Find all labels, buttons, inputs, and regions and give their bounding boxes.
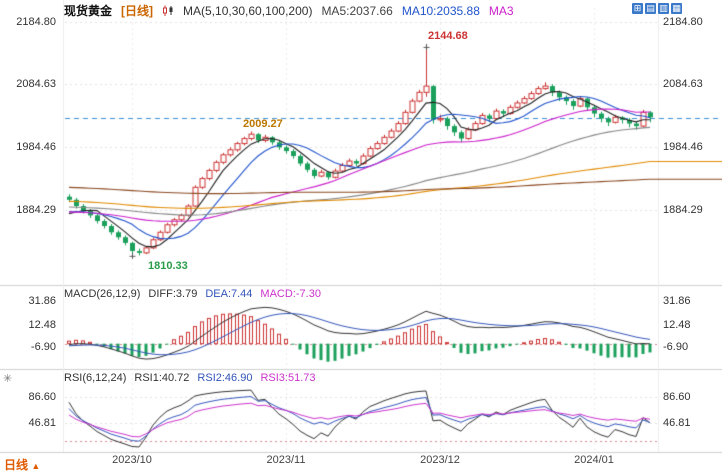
ma5-value: MA5:2037.66 [321, 3, 393, 18]
price-axis-label: 2184.80 [16, 16, 56, 28]
macd-header: MACD(26,12,9) DIFF:3.79 DEA:7.44 MACD:-7… [64, 288, 321, 300]
macd-value: MACD:-7.30 [260, 288, 321, 300]
macd-axis-label: 31.86 [28, 295, 56, 307]
layout-grid-icon[interactable]: ⊞ [632, 3, 643, 14]
period-tab[interactable]: 日线 ▲ [4, 456, 40, 473]
rsi-axis-label: 46.81 [663, 417, 691, 429]
layout-columns-icon[interactable]: ▥ [658, 3, 669, 14]
rsi-params-label: RSI(6,12,24) [64, 372, 127, 384]
rsi3-value: RSI3:51.73 [260, 372, 316, 384]
price-axis-label: 1984.46 [16, 141, 56, 153]
rsi-axis-label: 86.60 [28, 391, 56, 403]
price-axis-label: 2084.63 [16, 78, 56, 90]
main-chart-header: 现货黄金 [日线] MA(5,10,30,60,100,200) MA5:203… [64, 2, 514, 19]
price-axis-label: 1884.29 [663, 204, 703, 216]
layout-panes-icon[interactable]: ▦ [671, 3, 682, 14]
symbol-title: 现货黄金 [64, 4, 113, 18]
chevron-up-icon: ▲ [31, 461, 41, 471]
rsi-header: RSI(6,12,24) RSI1:40.72 RSI2:46.90 RSI3:… [64, 372, 316, 384]
macd-axis-label: -6.90 [663, 341, 689, 353]
x-axis-label: 2023/12 [420, 454, 460, 466]
ma30-value-truncated: MA3 [488, 3, 514, 18]
macd-axis-label: 12.48 [663, 319, 691, 331]
macd-axis-label: 31.86 [663, 295, 691, 307]
rsi2-value: RSI2:46.90 [197, 372, 253, 384]
period-tab-label: 日线 [4, 458, 29, 472]
rsi-axis-label: 46.81 [28, 417, 56, 429]
ma-settings-label: MA(5,10,30,60,100,200) [183, 3, 313, 18]
price-axis-label: 1884.29 [16, 204, 56, 216]
price-axis-label: 1984.46 [663, 141, 703, 153]
price-axis-label: 2084.63 [663, 78, 703, 90]
macd-axis-label: -6.90 [30, 341, 56, 353]
x-axis-label: 2024/01 [574, 454, 614, 466]
diff-value: DIFF:3.79 [148, 288, 198, 300]
annotation-peak-price: 2144.68 [428, 29, 468, 42]
annotation-trough-price: 1810.33 [148, 259, 188, 272]
chart-layout-toolbar: ⊞ ▤ ▥ ▦ [632, 3, 682, 14]
settings-icon[interactable]: ✳ [3, 373, 13, 385]
dea-value: DEA:7.44 [205, 288, 253, 300]
price-axis-label: 2184.80 [663, 16, 703, 28]
macd-params-label: MACD(26,12,9) [64, 288, 141, 300]
candlestick-icon [162, 5, 174, 17]
layout-rows-icon[interactable]: ▤ [645, 3, 656, 14]
period-tag: [日线] [121, 4, 154, 18]
annotation-swing-high: 2009.27 [243, 117, 283, 130]
ma10-value: MA10:2035.88 [401, 3, 480, 18]
x-axis-label: 2023/10 [112, 454, 152, 466]
rsi-axis-label: 86.60 [663, 391, 691, 403]
macd-axis-label: 12.48 [28, 319, 56, 331]
rsi1-value: RSI1:40.72 [134, 372, 190, 384]
x-axis-label: 2023/11 [266, 454, 306, 466]
